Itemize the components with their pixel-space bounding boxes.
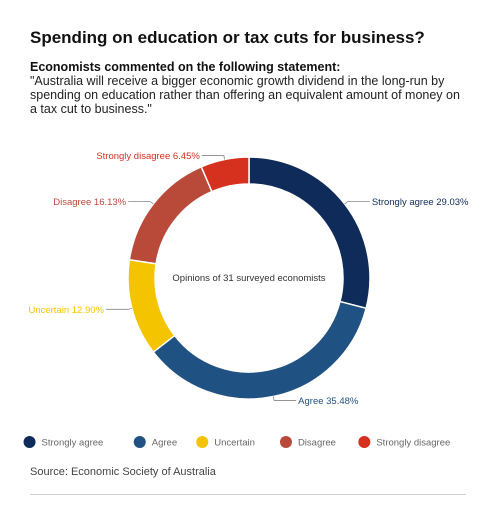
leader-line — [272, 396, 297, 401]
leader-line — [344, 201, 370, 205]
legend-label: Strongly agree — [42, 438, 104, 449]
legend-label: Uncertain — [214, 438, 255, 449]
subtitle-statement: "Australia will receive a bigger economi… — [30, 74, 460, 116]
legend-item-disagree[interactable]: Disagree — [279, 436, 336, 449]
slice-strongly-agree[interactable] — [248, 156, 371, 310]
donut-chart: Strongly agree 29.03% Agree 35.48% Uncerta… — [23, 151, 469, 449]
center-label: Opinions of 31 surveyed economists — [172, 273, 325, 284]
bottom-divider — [30, 494, 466, 495]
legend-swatch — [196, 436, 209, 448]
slice-strongly-disagree[interactable] — [200, 156, 250, 193]
legend-label: Strongly disagree — [376, 438, 450, 449]
source-note: Source: Economic Society of Australia — [30, 466, 216, 478]
leader-line — [105, 307, 132, 310]
legend-swatch — [23, 436, 36, 448]
slice-label: Strongly agree 29.03% — [372, 197, 469, 208]
legend-item-strongly-agree[interactable]: Strongly agree — [23, 436, 104, 449]
leader-line — [128, 201, 154, 205]
slice-disagree[interactable] — [128, 165, 213, 265]
legend-label: Agree — [152, 438, 177, 449]
slice-label: Strongly disagree 6.45% — [96, 151, 200, 162]
legend-swatch — [133, 436, 146, 448]
legend-label: Disagree — [298, 438, 336, 449]
slice-uncertain[interactable] — [127, 258, 176, 354]
slice-label: Uncertain 12.90% — [28, 305, 104, 316]
slice-agree[interactable] — [152, 300, 368, 400]
slice-label: Agree 35.48% — [298, 396, 359, 407]
subtitle-heading: Economists commented on the following st… — [30, 60, 341, 74]
slice-label: Disagree 16.13% — [53, 197, 126, 208]
legend-swatch — [279, 436, 292, 448]
chart-title: Spending on education or tax cuts for bu… — [30, 28, 425, 47]
legend-item-strongly-disagree[interactable]: Strongly disagree — [358, 436, 450, 449]
leader-line — [201, 155, 226, 160]
legend-item-uncertain[interactable]: Uncertain — [196, 436, 255, 449]
legend-item-agree[interactable]: Agree — [133, 436, 177, 449]
legend-swatch — [358, 436, 371, 448]
